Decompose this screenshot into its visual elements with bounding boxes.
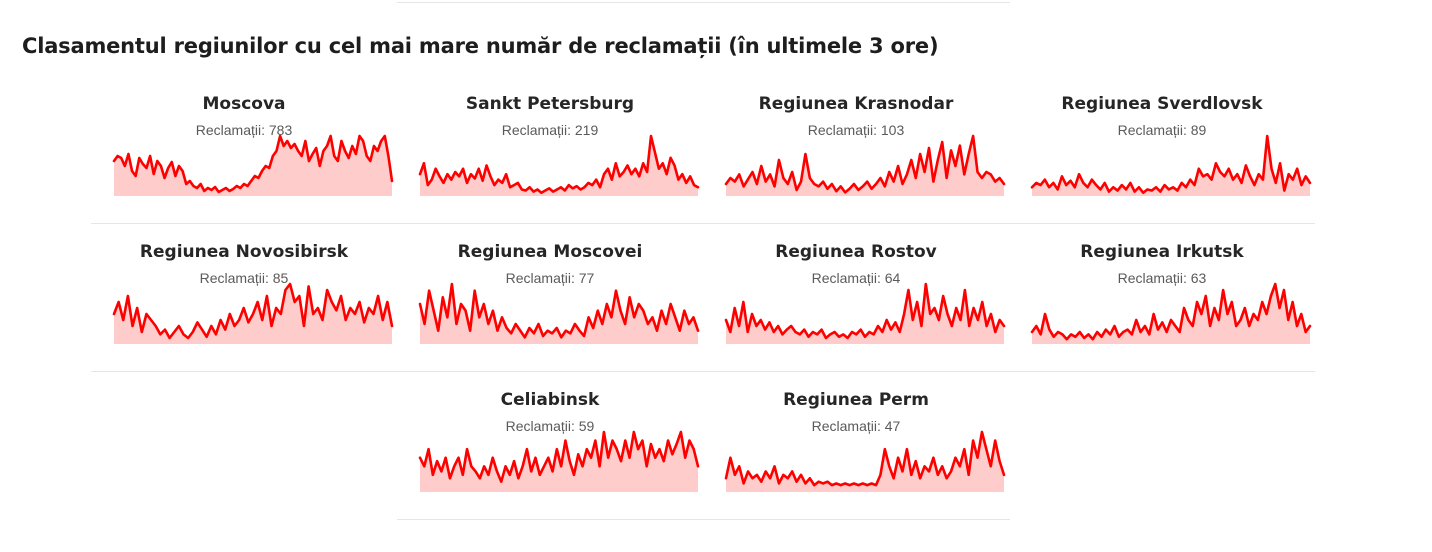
sparkline-line [1030,282,1312,341]
sparkline-area [420,284,698,344]
region-sparkline [112,282,394,344]
region-sparkline [724,430,1006,492]
top-divider [397,2,1010,3]
region-name: Regiunea Irkutsk [1080,242,1244,262]
region-card: Regiunea Sverdlovsk Reclamații: 89 [1017,94,1312,224]
region-name: Sankt Petersburg [465,94,635,114]
region-card: Regiunea Krasnodar Reclamații: 103 [711,94,1006,224]
sparkline-line [724,430,1006,487]
region-complaint-count: Reclamații: 63 [1117,270,1207,286]
row-divider-1 [91,223,1315,224]
sparkline-area [114,136,392,196]
sparkline-line [1030,134,1312,195]
region-sparkline [418,134,700,196]
region-sparkline [724,282,1006,344]
region-complaint-count: Reclamații: 103 [807,122,905,138]
region-complaint-count: Reclamații: 64 [811,270,901,286]
region-complaint-count: Reclamații: 783 [195,122,293,138]
region-name: Regiunea Rostov [775,242,937,262]
sparkline-line [724,282,1006,340]
row-divider-2 [91,371,1315,372]
region-name: Regiunea Novosibirsk [139,242,349,262]
region-complaint-count: Reclamații: 59 [505,418,595,434]
region-complaint-count: Reclamații: 219 [501,122,599,138]
region-name: Regiunea Sverdlovsk [1061,94,1263,114]
region-name: Moscova [202,94,286,114]
region-name: Regiunea Perm [783,390,929,410]
region-card: Sankt Petersburg Reclamații: 219 [405,94,700,224]
region-complaint-count: Reclamații: 47 [811,418,901,434]
region-sparkline [1030,282,1312,344]
sparkline-line [418,282,700,339]
sparkline-line [724,134,1006,194]
region-card: Celiabinsk Reclamații: 59 [405,390,700,520]
region-sparkline [418,282,700,344]
region-complaint-count: Reclamații: 77 [505,270,595,286]
sparkline-line [112,134,394,194]
sparkline-line [112,282,394,340]
sparkline-line [418,134,700,195]
region-sparkline [724,134,1006,196]
region-card: Regiunea Perm Reclamații: 47 [711,390,1006,520]
region-card: Moscova Reclamații: 783 [99,94,394,224]
region-card: Regiunea Irkutsk Reclamații: 63 [1017,242,1312,372]
sparkline-area [726,284,1004,344]
page-title: Clasamentul regiunilor cu cel mai mare n… [22,34,939,58]
region-name: Regiunea Krasnodar [758,94,954,114]
sparkline-area [726,432,1004,492]
region-sparkline [418,430,700,492]
region-sparkline [1030,134,1312,196]
bottom-divider [397,519,1010,520]
sparkline-area [420,136,698,196]
region-sparkline [112,134,394,196]
sparkline-line [418,430,700,484]
region-card: Regiunea Novosibirsk Reclamații: 85 [99,242,394,372]
region-name: Celiabinsk [500,390,600,410]
region-card: Regiunea Rostov Reclamații: 64 [711,242,1006,372]
sparkline-area [1032,284,1310,344]
region-complaint-count: Reclamații: 89 [1117,122,1207,138]
region-name: Regiunea Moscovei [457,242,643,262]
region-complaint-count: Reclamații: 85 [199,270,289,286]
region-card: Regiunea Moscovei Reclamații: 77 [405,242,700,372]
